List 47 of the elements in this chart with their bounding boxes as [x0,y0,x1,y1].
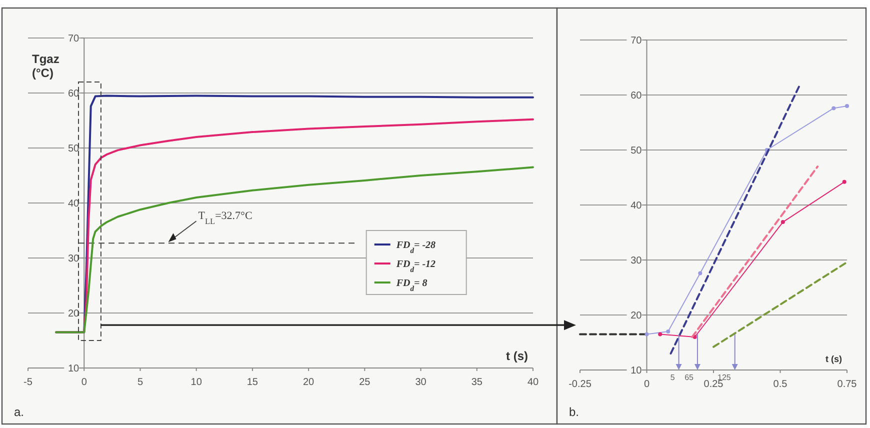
x-tick-label: 0.25 [704,379,724,390]
y-tick-label: 70 [630,36,642,46]
annotation: 65 [684,373,694,382]
x-axis-title: t (s) [506,349,528,363]
x-tick-label: 25 [359,377,371,388]
x-tick-label: 15 [246,377,258,388]
x-tick-label: 0 [81,377,88,388]
y-axis-title: Tgaz (°C) [32,52,60,80]
legend-label: FD$_{d}$= 8 [395,278,428,292]
point [832,106,836,110]
text: b. [569,405,580,419]
line-series [55,166,534,334]
x-tick-label: 20 [302,377,315,388]
legend-label: FD$_{d}$= -28 [395,240,436,254]
x-tick-label: 5 [137,377,144,388]
y-tick-label: 60 [68,88,80,100]
legend-label: FD$_{d}$= -12 [395,259,436,274]
y-tick-label: 10 [630,366,642,376]
y-tick-label: 40 [68,198,80,210]
text: a. [14,405,24,419]
x-tick-label: 10 [190,377,202,388]
point [698,271,702,276]
x-axis-title: t (s) [826,354,842,364]
point [644,332,649,336]
point [780,220,785,224]
x-tick-label: -5 [24,377,33,388]
annotation: 125 [718,373,732,382]
y-tick-label: 50 [630,146,642,156]
point [842,180,846,184]
x-tick-label: -0.25 [568,379,592,390]
x-tick-label: 0.75 [837,379,858,390]
y-tick-label: 30 [630,256,642,266]
y-tick-label: 50 [68,144,80,154]
y-tick-label: 10 [68,364,80,374]
point [666,330,670,334]
x-tick-label: 40 [527,377,539,388]
point [845,104,849,108]
point [658,332,662,336]
x-tick-label: 35 [471,377,483,388]
x-tick-label: 0 [644,379,650,390]
ref-line-label: T$_{LL}$=32.7°C [198,210,252,226]
y-tick-label: 70 [68,34,80,44]
x-tick-label: 30 [415,377,427,388]
x-tick-label: 0.5 [773,379,788,390]
y-tick-label: 60 [630,90,642,102]
y-tick-label: 20 [630,310,642,322]
y-tick-label: 40 [630,200,642,212]
